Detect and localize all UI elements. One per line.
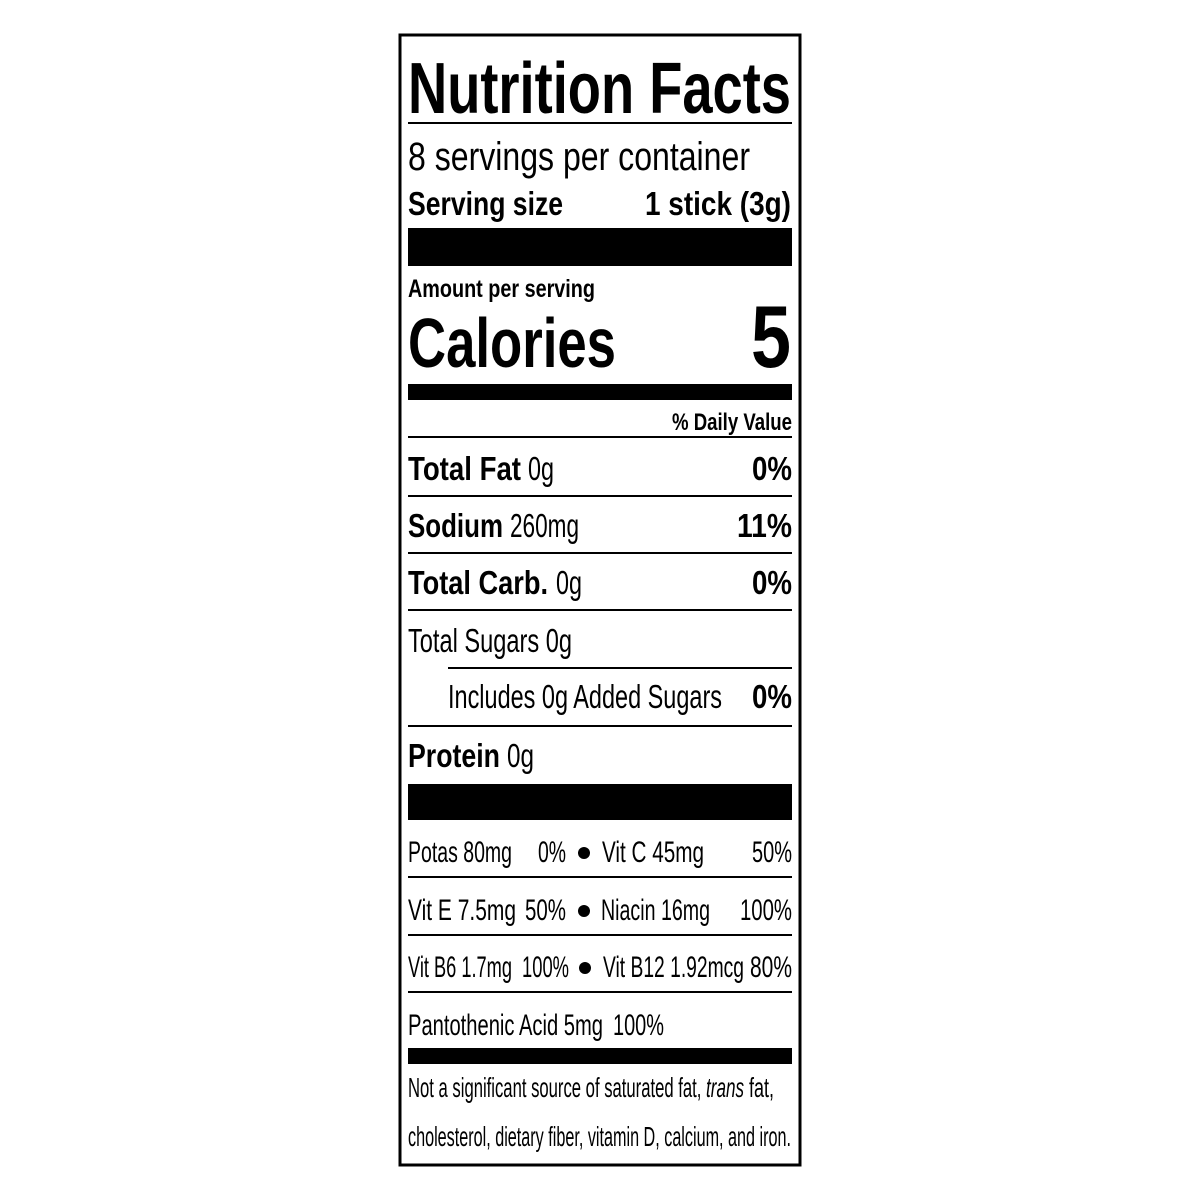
thick-rule [408,784,792,820]
vitamin-dv: 50% [752,836,792,869]
amount-per-serving: Amount per serving [408,275,595,303]
nutrient-name: Total Fat [408,450,521,487]
vitamin-name: Vit B12 1.92mcg [603,951,744,984]
vitamin-name: Vit B6 1.7mg [408,951,512,984]
nutrient-name: Sodium [408,507,503,544]
footnote-text: Not a significant source of saturated fa… [408,1072,706,1103]
vitamin-dv: 0% [538,836,566,869]
nutrient-dv: 0% [752,678,792,715]
nutrient-dv: 11% [737,507,792,544]
bullet [578,847,590,859]
vitamin-name: Niacin 16mg [601,894,710,927]
vitamin-name: Pantothenic Acid 5mg [408,1009,603,1042]
bullet [579,962,591,974]
serving-size-label: Serving size [408,185,563,222]
vitamin-name: Vit C 45mg [602,836,704,869]
nutrient-name: Total Sugars 0g [408,622,572,659]
vitamin-dv: 100% [613,1009,664,1042]
vitamin-name: Vit E 7.5mg [408,894,516,927]
nutrient-name: Protein [408,737,500,774]
servings: 8 servings per container [408,135,750,179]
vitamin-dv: 100% [522,951,569,984]
footnote-italic: trans [706,1072,744,1103]
bullet [578,905,590,917]
vitamin-name: Potas 80mg [408,836,512,869]
vitamin-dv: 80% [750,951,792,984]
vitamin-dv: 50% [525,894,566,927]
nutrient-amount: 0g [528,450,554,487]
nutrient-dv: 0% [752,564,792,601]
label-border [398,33,802,1167]
calories-label: Calories [408,304,616,382]
title: Nutrition Facts [408,49,791,129]
calories-value: 5 [751,287,791,386]
nutrient-amount: 0g [507,737,534,774]
nutrient-amount: 260mg [510,507,579,544]
footnote-line: Not a significant source of saturated fa… [408,1072,774,1103]
daily-value-header: % Daily Value [672,409,792,436]
thick-rule [408,1048,792,1064]
vitamin-dv: 100% [740,894,792,927]
footnote-line: cholesterol, dietary fiber, vitamin D, c… [408,1121,791,1152]
nutrient-dv: 0% [752,450,792,487]
nutrient-name: Total Carb. [408,564,548,601]
thick-rule [408,384,792,400]
nutrient-name: Includes 0g Added Sugars [448,678,722,715]
footnote-text: fat, [744,1072,774,1103]
thick-rule [408,228,792,266]
nutrient-amount: 0g [556,564,582,601]
serving-size-value: 1 stick (3g) [645,185,791,222]
